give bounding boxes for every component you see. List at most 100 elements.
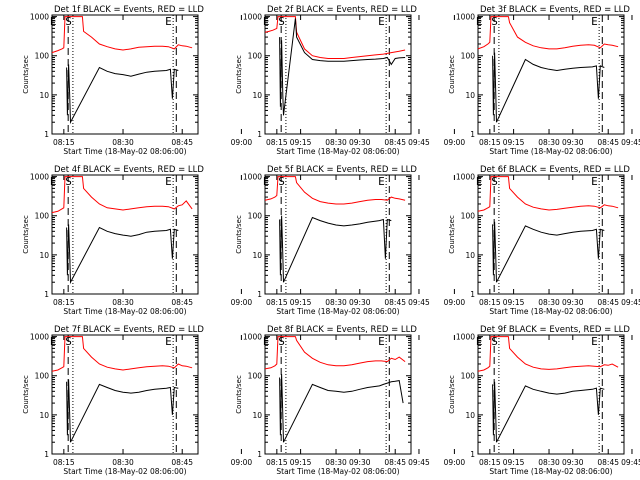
interval-marker-label: E <box>591 175 598 188</box>
plot-frame <box>477 174 625 295</box>
y-tick-label: 10 <box>465 91 475 100</box>
interval-marker-label: E <box>263 335 270 348</box>
x-tick-label: 08:45 <box>171 138 193 147</box>
y-axis-label: Counts/sec <box>235 215 243 254</box>
events-series-line <box>66 379 179 443</box>
x-tick-label: 08:15 <box>266 298 288 307</box>
x-tick-label: 08:15 <box>266 458 288 467</box>
y-tick-label: 10 <box>465 411 475 420</box>
y-axis-label: Counts/sec <box>22 215 30 254</box>
detector-panel: Det 2f BLACK = Events, RED = LLD11010010… <box>235 5 640 156</box>
y-axis-label: Counts/sec <box>22 55 30 94</box>
y-tick-label: 1000 <box>30 333 49 342</box>
plot-frame <box>264 14 412 135</box>
x-tick-label: 09:45 <box>408 458 430 467</box>
interval-marker-label: S <box>65 15 72 28</box>
x-tick-label: 09:30 <box>562 458 584 467</box>
y-tick-label: 1 <box>44 130 49 139</box>
y-tick-label: 1 <box>470 450 475 459</box>
interval-marker-label: E <box>50 15 57 28</box>
events-series-line <box>66 64 179 125</box>
detector-panel: Det 7f BLACK = Events, RED = LLD11010010… <box>22 325 430 476</box>
detector-panel: Det 3f BLACK = Events, RED = LLD 1 10 100 10… <box>448 5 630 156</box>
y-tick-label: 100 <box>35 212 50 221</box>
y-tick-label: 10 <box>39 91 49 100</box>
x-tick-label: 08:15 <box>479 138 501 147</box>
lld-series-line <box>51 336 193 372</box>
x-tick-label: 09:30 <box>349 458 371 467</box>
x-axis-label: Start Time (18-May-02 08:06:00) <box>489 147 612 156</box>
x-tick-label: 09:45 <box>408 298 430 307</box>
detector-panel: Det 6f BLACK = Events, RED = LLD 1 10 100 10… <box>448 165 630 316</box>
panel-title: Det 6f BLACK = Events, RED = LLD <box>480 165 630 175</box>
plot-frame <box>51 334 199 455</box>
x-tick-label: 08:45 <box>384 138 406 147</box>
detector-panel: Det 8f BLACK = Events, RED = LLD11010010… <box>235 325 640 476</box>
x-tick-label: 09:45 <box>621 138 640 147</box>
y-tick-label: 1000 <box>243 333 262 342</box>
y-tick-label: 10 <box>252 91 262 100</box>
interval-marker-label: S <box>491 15 498 28</box>
lld-series-line <box>264 16 406 59</box>
x-tick-label: 09:15 <box>503 298 525 307</box>
x-tick-label: 08:45 <box>597 458 619 467</box>
x-tick-label: 08:30 <box>112 458 134 467</box>
y-tick-label: 1000 <box>456 333 475 342</box>
x-tick-label: 08:15 <box>479 458 501 467</box>
y-axis-label: Counts/sec <box>22 375 30 414</box>
x-tick-label: 08:45 <box>597 298 619 307</box>
y-tick-label: 100 <box>35 372 50 381</box>
x-tick-label: 08:15 <box>53 298 75 307</box>
plot-frame <box>264 334 412 455</box>
interval-marker-label: E <box>263 15 270 28</box>
interval-marker-label: S <box>65 175 72 188</box>
panel-title: Det 1f BLACK = Events, RED = LLD <box>54 5 204 15</box>
x-tick-label: 09:45 <box>408 138 430 147</box>
x-tick-label: 08:30 <box>325 458 347 467</box>
interval-marker-label: E <box>591 335 598 348</box>
detector-panel: Det 4f BLACK = Events, RED = LLD11010010… <box>22 165 430 316</box>
x-tick-label: 09:15 <box>290 458 312 467</box>
x-tick-label: 09:45 <box>621 458 640 467</box>
lld-series-line <box>477 176 619 212</box>
y-tick-label: 100 <box>461 372 476 381</box>
y-tick-label: 10 <box>252 411 262 420</box>
x-tick-label: 08:30 <box>325 298 347 307</box>
y-tick-label: 10 <box>252 251 262 260</box>
x-tick-label: 09:30 <box>349 138 371 147</box>
panel-title: Det 5f BLACK = Events, RED = LLD <box>267 165 417 175</box>
y-tick-label: 1 <box>257 290 262 299</box>
x-tick-label: 09:00 <box>444 458 466 467</box>
panel-title: Det 8f BLACK = Events, RED = LLD <box>267 325 417 335</box>
y-tick-label: 1 <box>470 290 475 299</box>
events-series-line <box>492 221 605 283</box>
x-tick-label: 09:30 <box>349 298 371 307</box>
y-tick-label: 100 <box>248 372 263 381</box>
lld-series-line <box>264 176 406 205</box>
lld-series-line <box>477 336 619 372</box>
y-tick-label: 1 <box>257 450 262 459</box>
x-tick-label: 08:30 <box>538 298 560 307</box>
x-tick-label: 09:30 <box>562 298 584 307</box>
lld-series-line <box>51 176 193 214</box>
plot-frame <box>477 14 625 135</box>
lld-series-line <box>51 16 193 54</box>
lld-series-line <box>477 16 619 50</box>
y-tick-label: 1000 <box>456 173 475 182</box>
x-tick-label: 09:15 <box>503 138 525 147</box>
y-tick-label: 1000 <box>30 173 49 182</box>
y-tick-label: 10 <box>39 411 49 420</box>
y-tick-label: 100 <box>35 52 50 61</box>
y-axis-label: Counts/sec <box>235 55 243 94</box>
y-axis-label: Counts/sec <box>235 375 243 414</box>
x-axis-label: Start Time (18-May-02 08:06:00) <box>63 307 186 316</box>
plot-frame <box>51 174 199 295</box>
x-tick-label: 08:45 <box>597 138 619 147</box>
y-axis-label: Counts/sec <box>448 375 456 414</box>
events-series-line <box>492 381 605 443</box>
x-tick-label: 08:30 <box>538 458 560 467</box>
x-axis-label: Start Time (18-May-02 08:06:00) <box>489 307 612 316</box>
panel-title: Det 3f BLACK = Events, RED = LLD <box>480 5 630 15</box>
interval-marker-label: E <box>165 335 172 348</box>
x-axis-label: Start Time (18-May-02 08:06:00) <box>63 467 186 476</box>
